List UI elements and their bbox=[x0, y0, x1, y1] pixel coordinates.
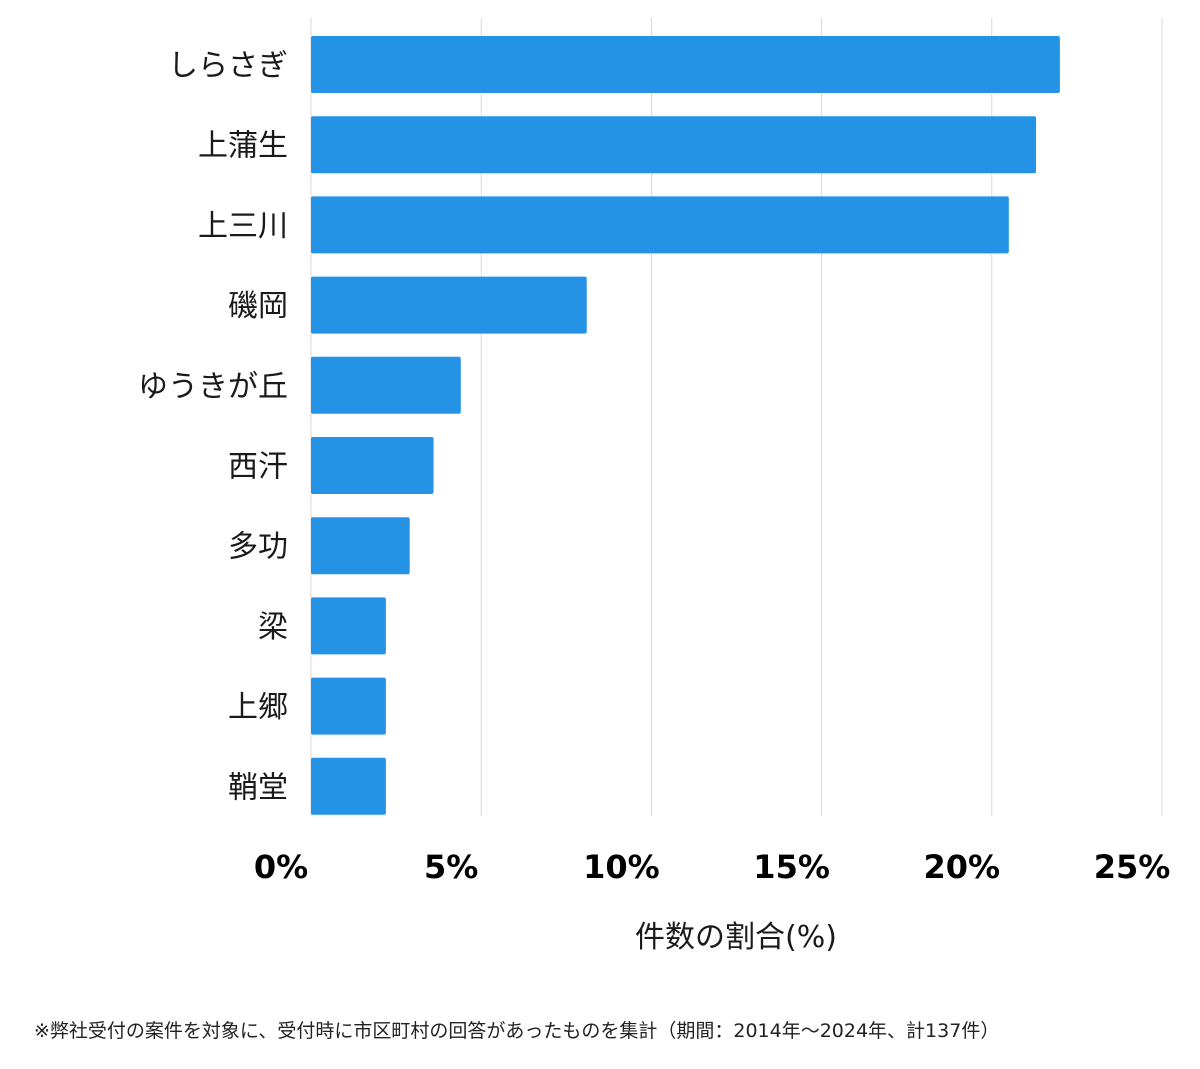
category-label: 西汗 bbox=[228, 450, 288, 485]
category-label: 鞘堂 bbox=[228, 770, 288, 805]
bar bbox=[311, 517, 410, 575]
category-label: しらさぎ bbox=[168, 49, 288, 84]
category-label: 梁 bbox=[258, 610, 288, 645]
x-tick-label: 10% bbox=[583, 848, 660, 886]
bar bbox=[311, 36, 1060, 93]
category-label: 上郷 bbox=[228, 690, 288, 725]
x-tick-label: 25% bbox=[1094, 848, 1171, 886]
x-tick-labels: 0% 5% 10% 15% 20% 25% bbox=[254, 848, 1170, 886]
bar bbox=[311, 196, 1009, 254]
x-tick-label: 20% bbox=[924, 848, 1001, 886]
bars bbox=[311, 36, 1060, 815]
bar bbox=[311, 276, 587, 334]
x-tick-label: 15% bbox=[753, 848, 830, 886]
x-axis-title: 件数の割合(%) bbox=[635, 920, 837, 955]
bar bbox=[311, 116, 1037, 174]
category-label: 上三川 bbox=[198, 209, 288, 244]
x-tick-label: 5% bbox=[424, 848, 478, 886]
bar bbox=[311, 757, 386, 815]
bar bbox=[311, 597, 386, 655]
x-tick-label: 0% bbox=[254, 848, 308, 886]
bar bbox=[311, 437, 434, 494]
category-label: 磯岡 bbox=[228, 289, 288, 324]
category-label: 上蒲生 bbox=[198, 129, 288, 164]
bar bbox=[311, 356, 461, 414]
footnote: ※弊社受付の案件を対象に、受付時に市区町村の回答があったものを集計（期間：201… bbox=[34, 1020, 1000, 1042]
category-label: 多功 bbox=[228, 530, 288, 565]
bar bbox=[311, 677, 386, 735]
category-label: ゆうきが丘 bbox=[138, 369, 288, 404]
